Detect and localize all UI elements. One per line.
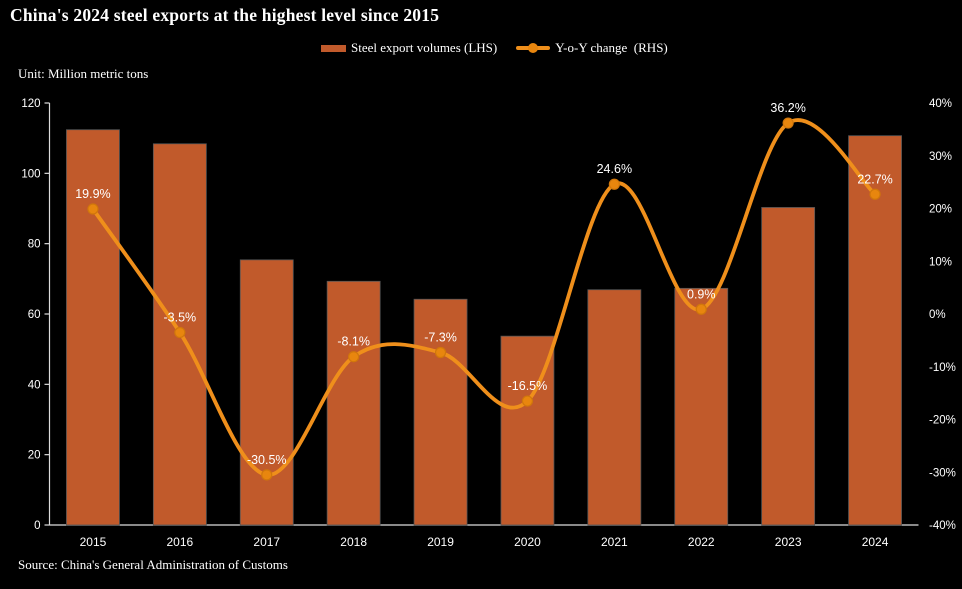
- yoy-point-2015: [87, 203, 99, 215]
- right-axis-tick-label: 20%: [929, 204, 952, 216]
- left-axis-tick-label: 80: [28, 239, 41, 251]
- legend-item-line-series: Y-o-Y change (RHS): [516, 40, 668, 56]
- bar-2023: [761, 207, 816, 526]
- unit-label: Unit: Million metric tons: [18, 66, 149, 81]
- yoy-point-label: -16.5%: [508, 379, 548, 393]
- yoy-point-label: -3.5%: [164, 310, 197, 324]
- bar-2022: [674, 287, 729, 526]
- left-axis-tick-label: 120: [21, 98, 40, 110]
- yoy-point-label: 19.9%: [75, 187, 110, 201]
- yoy-point-label: 24.6%: [597, 162, 632, 176]
- bar-2017: [239, 259, 294, 526]
- yoy-point-label: 0.9%: [687, 287, 716, 301]
- yoy-point-2023: [782, 117, 794, 129]
- x-axis-label: 2021: [601, 535, 628, 549]
- yoy-point-label: 22.7%: [857, 172, 892, 186]
- line-marker-swatch-icon: [516, 43, 551, 53]
- bar-2021: [587, 289, 642, 526]
- left-axis-tick-label: 20: [28, 450, 41, 462]
- right-axis-tick-label: 30%: [929, 151, 952, 163]
- left-axis-tick-label: 100: [21, 168, 40, 180]
- x-axis-label: 2016: [166, 535, 193, 549]
- right-axis-tick-label: -30%: [929, 467, 956, 479]
- x-axis-label: 2018: [340, 535, 367, 549]
- chart-title: China's 2024 steel exports at the highes…: [10, 5, 440, 25]
- legend-line-label: Y-o-Y change (RHS): [555, 40, 668, 55]
- right-axis-tick-label: -40%: [929, 520, 956, 532]
- bar-2019: [413, 298, 468, 526]
- bar-2015: [66, 129, 120, 526]
- yoy-point-2024: [869, 188, 881, 200]
- yoy-line: [91, 118, 877, 477]
- legend-item-bar-series: Steel export volumes (LHS): [321, 40, 497, 56]
- bar-2024: [848, 135, 902, 526]
- yoy-point-2021: [608, 178, 620, 190]
- right-axis-tick-label: -10%: [929, 362, 956, 374]
- yoy-point-2022: [695, 303, 707, 315]
- yoy-point-label: -30.5%: [247, 453, 287, 467]
- left-axis-tick-label: 60: [28, 309, 41, 321]
- x-axis-label: 2017: [253, 535, 280, 549]
- yoy-point-label: -7.3%: [424, 331, 457, 345]
- x-axis-label: 2020: [514, 535, 541, 549]
- legend-bar-label: Steel export volumes (LHS): [351, 40, 498, 55]
- left-axis-tick-label: 0: [34, 520, 40, 532]
- yoy-point-2020: [521, 395, 534, 407]
- x-axis-label: 2019: [427, 535, 454, 549]
- bar-2018: [326, 280, 381, 526]
- right-axis-tick-label: -20%: [929, 415, 956, 427]
- yoy-point-label: 36.2%: [770, 101, 805, 115]
- x-axis-label: 2023: [775, 535, 802, 549]
- yoy-point-2018: [348, 351, 360, 363]
- yoy-point-2016: [174, 326, 186, 339]
- yoy-point-label: -8.1%: [337, 335, 370, 349]
- bar-swatch-icon: [321, 44, 346, 52]
- legend: Steel export volumes (LHS) Y-o-Y change …: [321, 40, 668, 56]
- right-axis-tick-label: 40%: [929, 98, 952, 110]
- right-axis-tick-label: 0%: [929, 309, 946, 321]
- right-axis-tick-label: 10%: [929, 256, 952, 268]
- yoy-point-2019: [434, 346, 447, 359]
- yoy-point-2017: [261, 469, 273, 481]
- x-axis-label: 2022: [688, 535, 715, 549]
- left-axis-tick-label: 40: [28, 379, 41, 391]
- x-axis-label: 2024: [862, 535, 889, 549]
- x-axis-label: 2015: [80, 535, 107, 549]
- source-note: Source: China's General Administration o…: [18, 557, 288, 572]
